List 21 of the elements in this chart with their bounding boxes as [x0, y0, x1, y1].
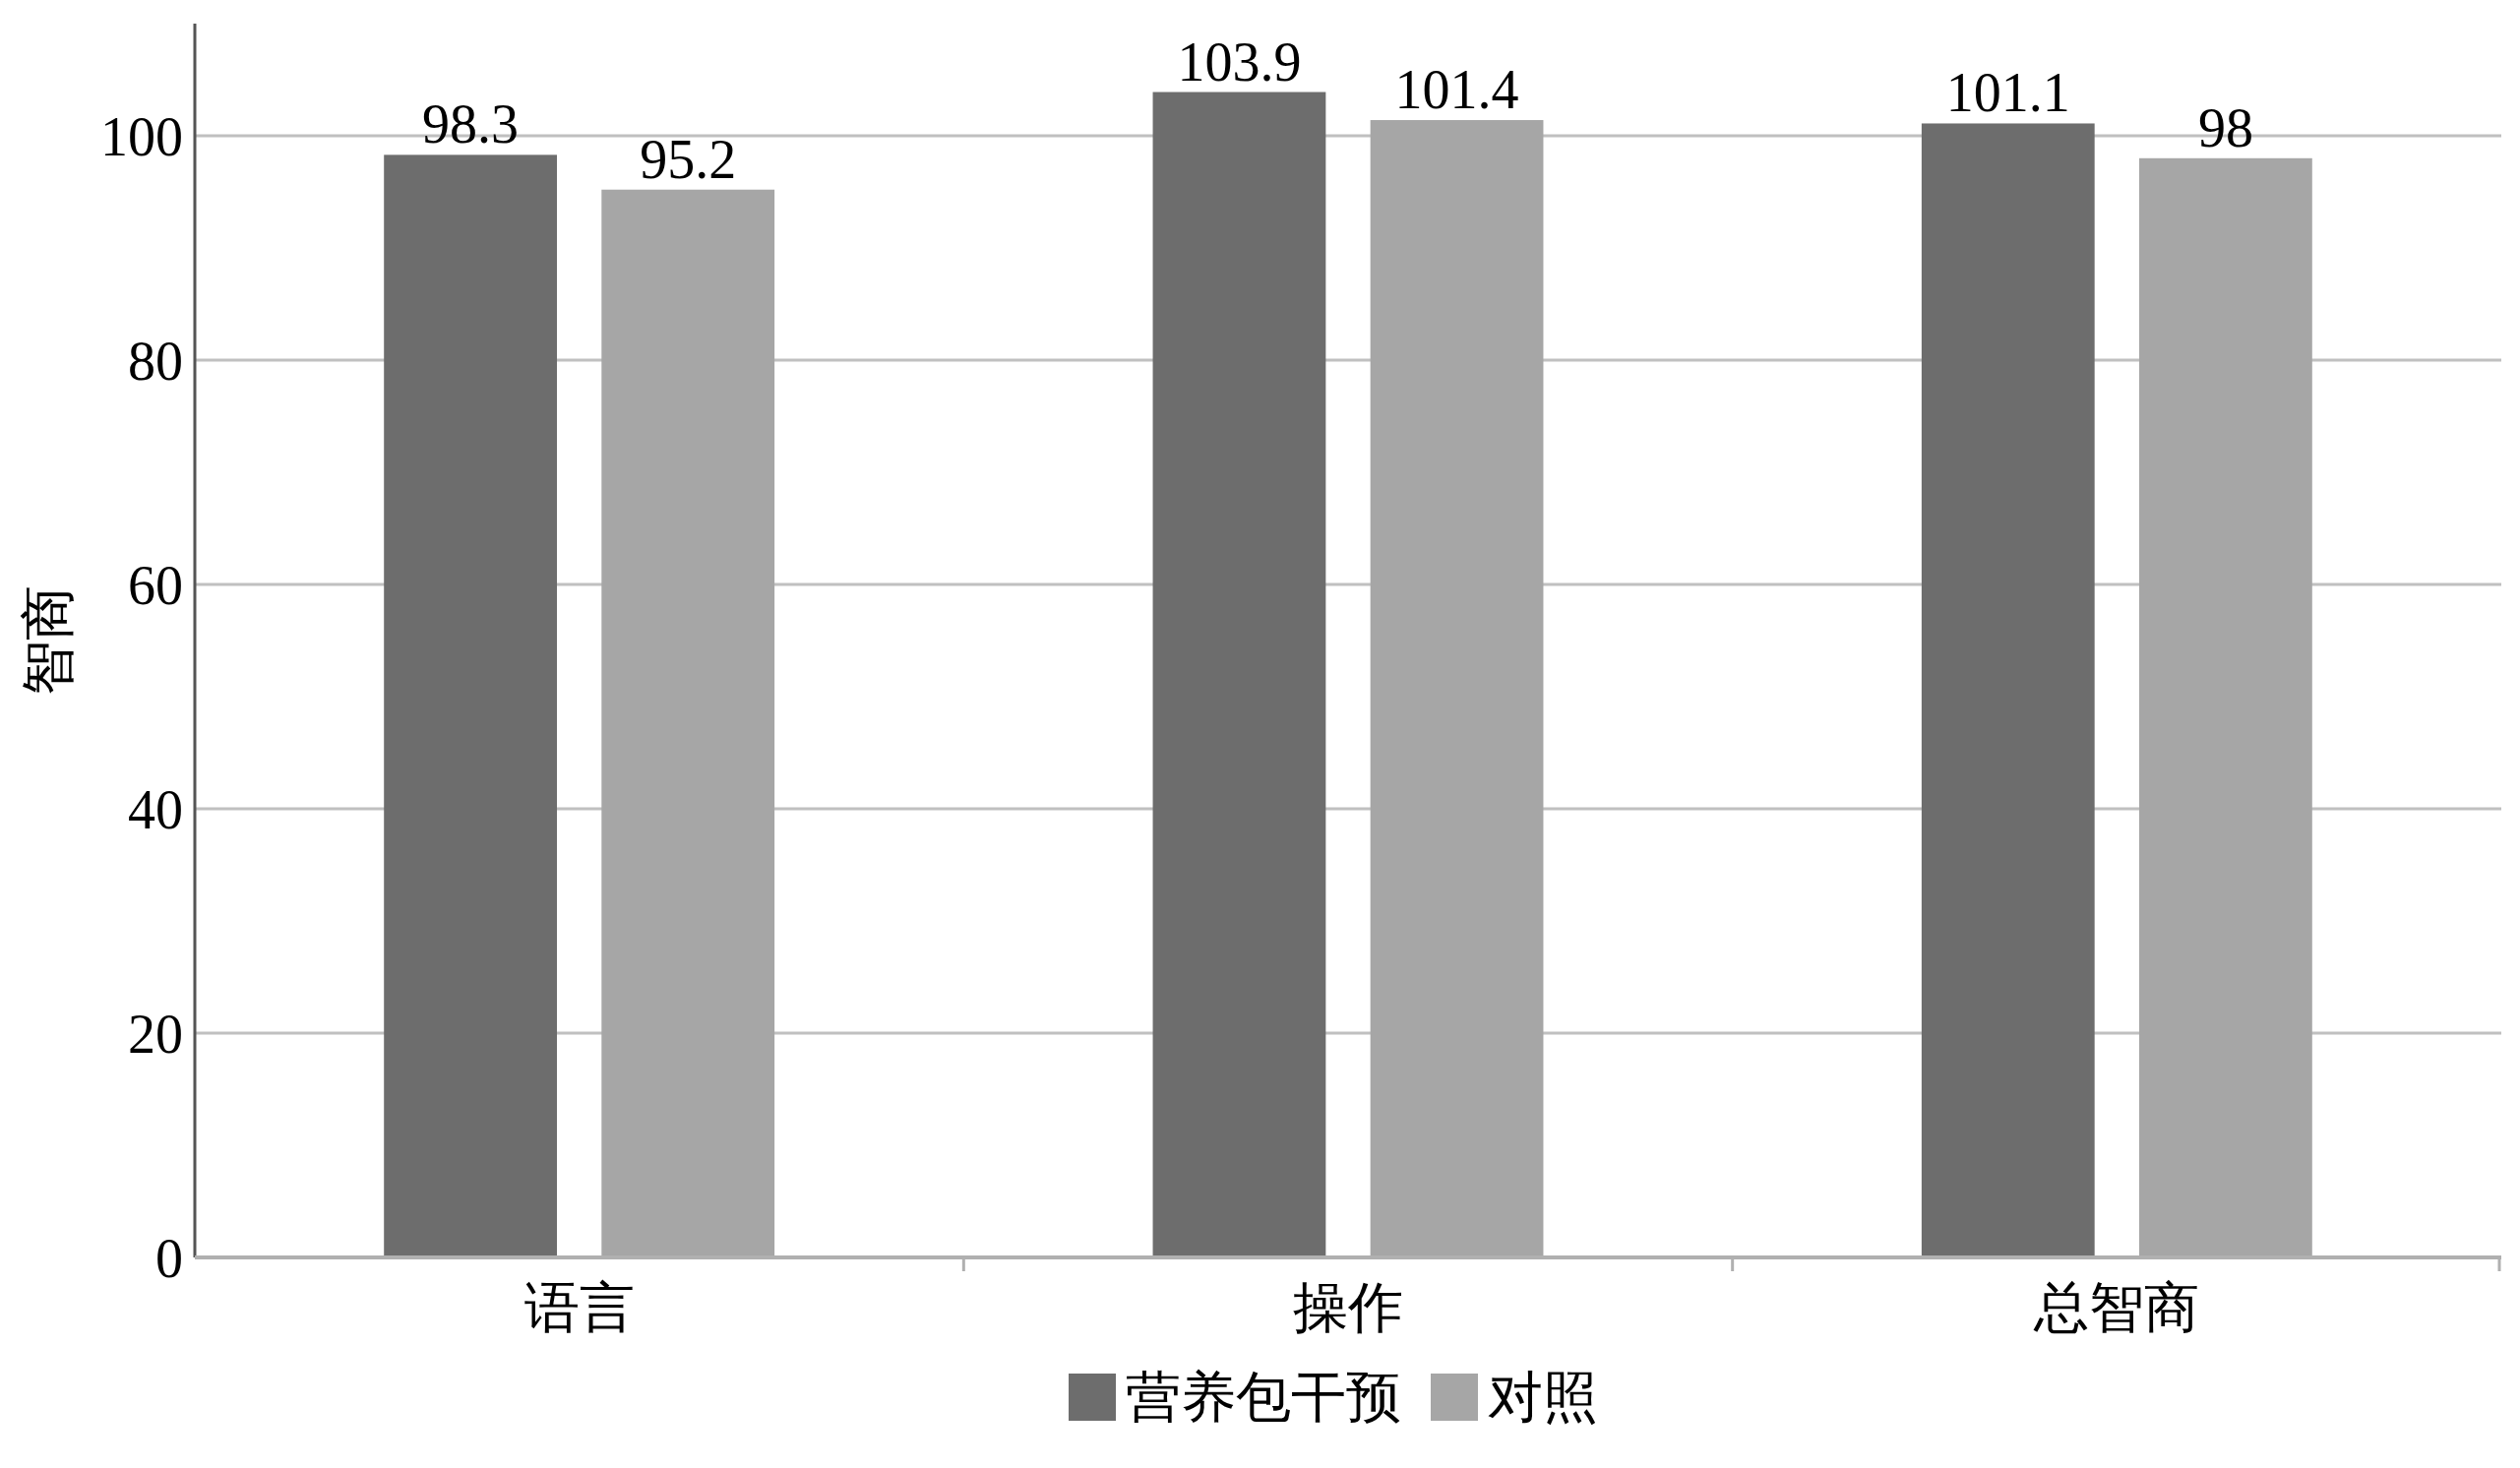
y-tick-label: 0: [155, 1227, 183, 1289]
x-tick-label: 语言: [523, 1277, 635, 1338]
data-label: 103.9: [1177, 31, 1302, 92]
data-label: 98: [2197, 96, 2253, 158]
legend-label: 营养包干预: [1126, 1367, 1401, 1429]
y-tick-label: 40: [128, 778, 183, 840]
bar: [1921, 123, 2095, 1257]
x-tick-label: 总智商: [2033, 1277, 2200, 1338]
data-label: 101.4: [1394, 59, 1519, 121]
data-label: 101.1: [1945, 62, 2070, 124]
data-label: 98.3: [422, 93, 520, 155]
y-tick-label: 80: [128, 330, 183, 392]
data-label: 95.2: [640, 128, 737, 190]
y-tick-label: 20: [128, 1003, 183, 1065]
x-tick-label: 操作: [1293, 1277, 1403, 1338]
y-axis-title: 智商: [18, 585, 79, 696]
bar: [1152, 92, 1326, 1257]
y-tick-label: 60: [128, 554, 183, 616]
legend-label: 对照: [1488, 1367, 1598, 1429]
bar: [384, 154, 558, 1257]
y-tick-label: 100: [100, 105, 183, 167]
